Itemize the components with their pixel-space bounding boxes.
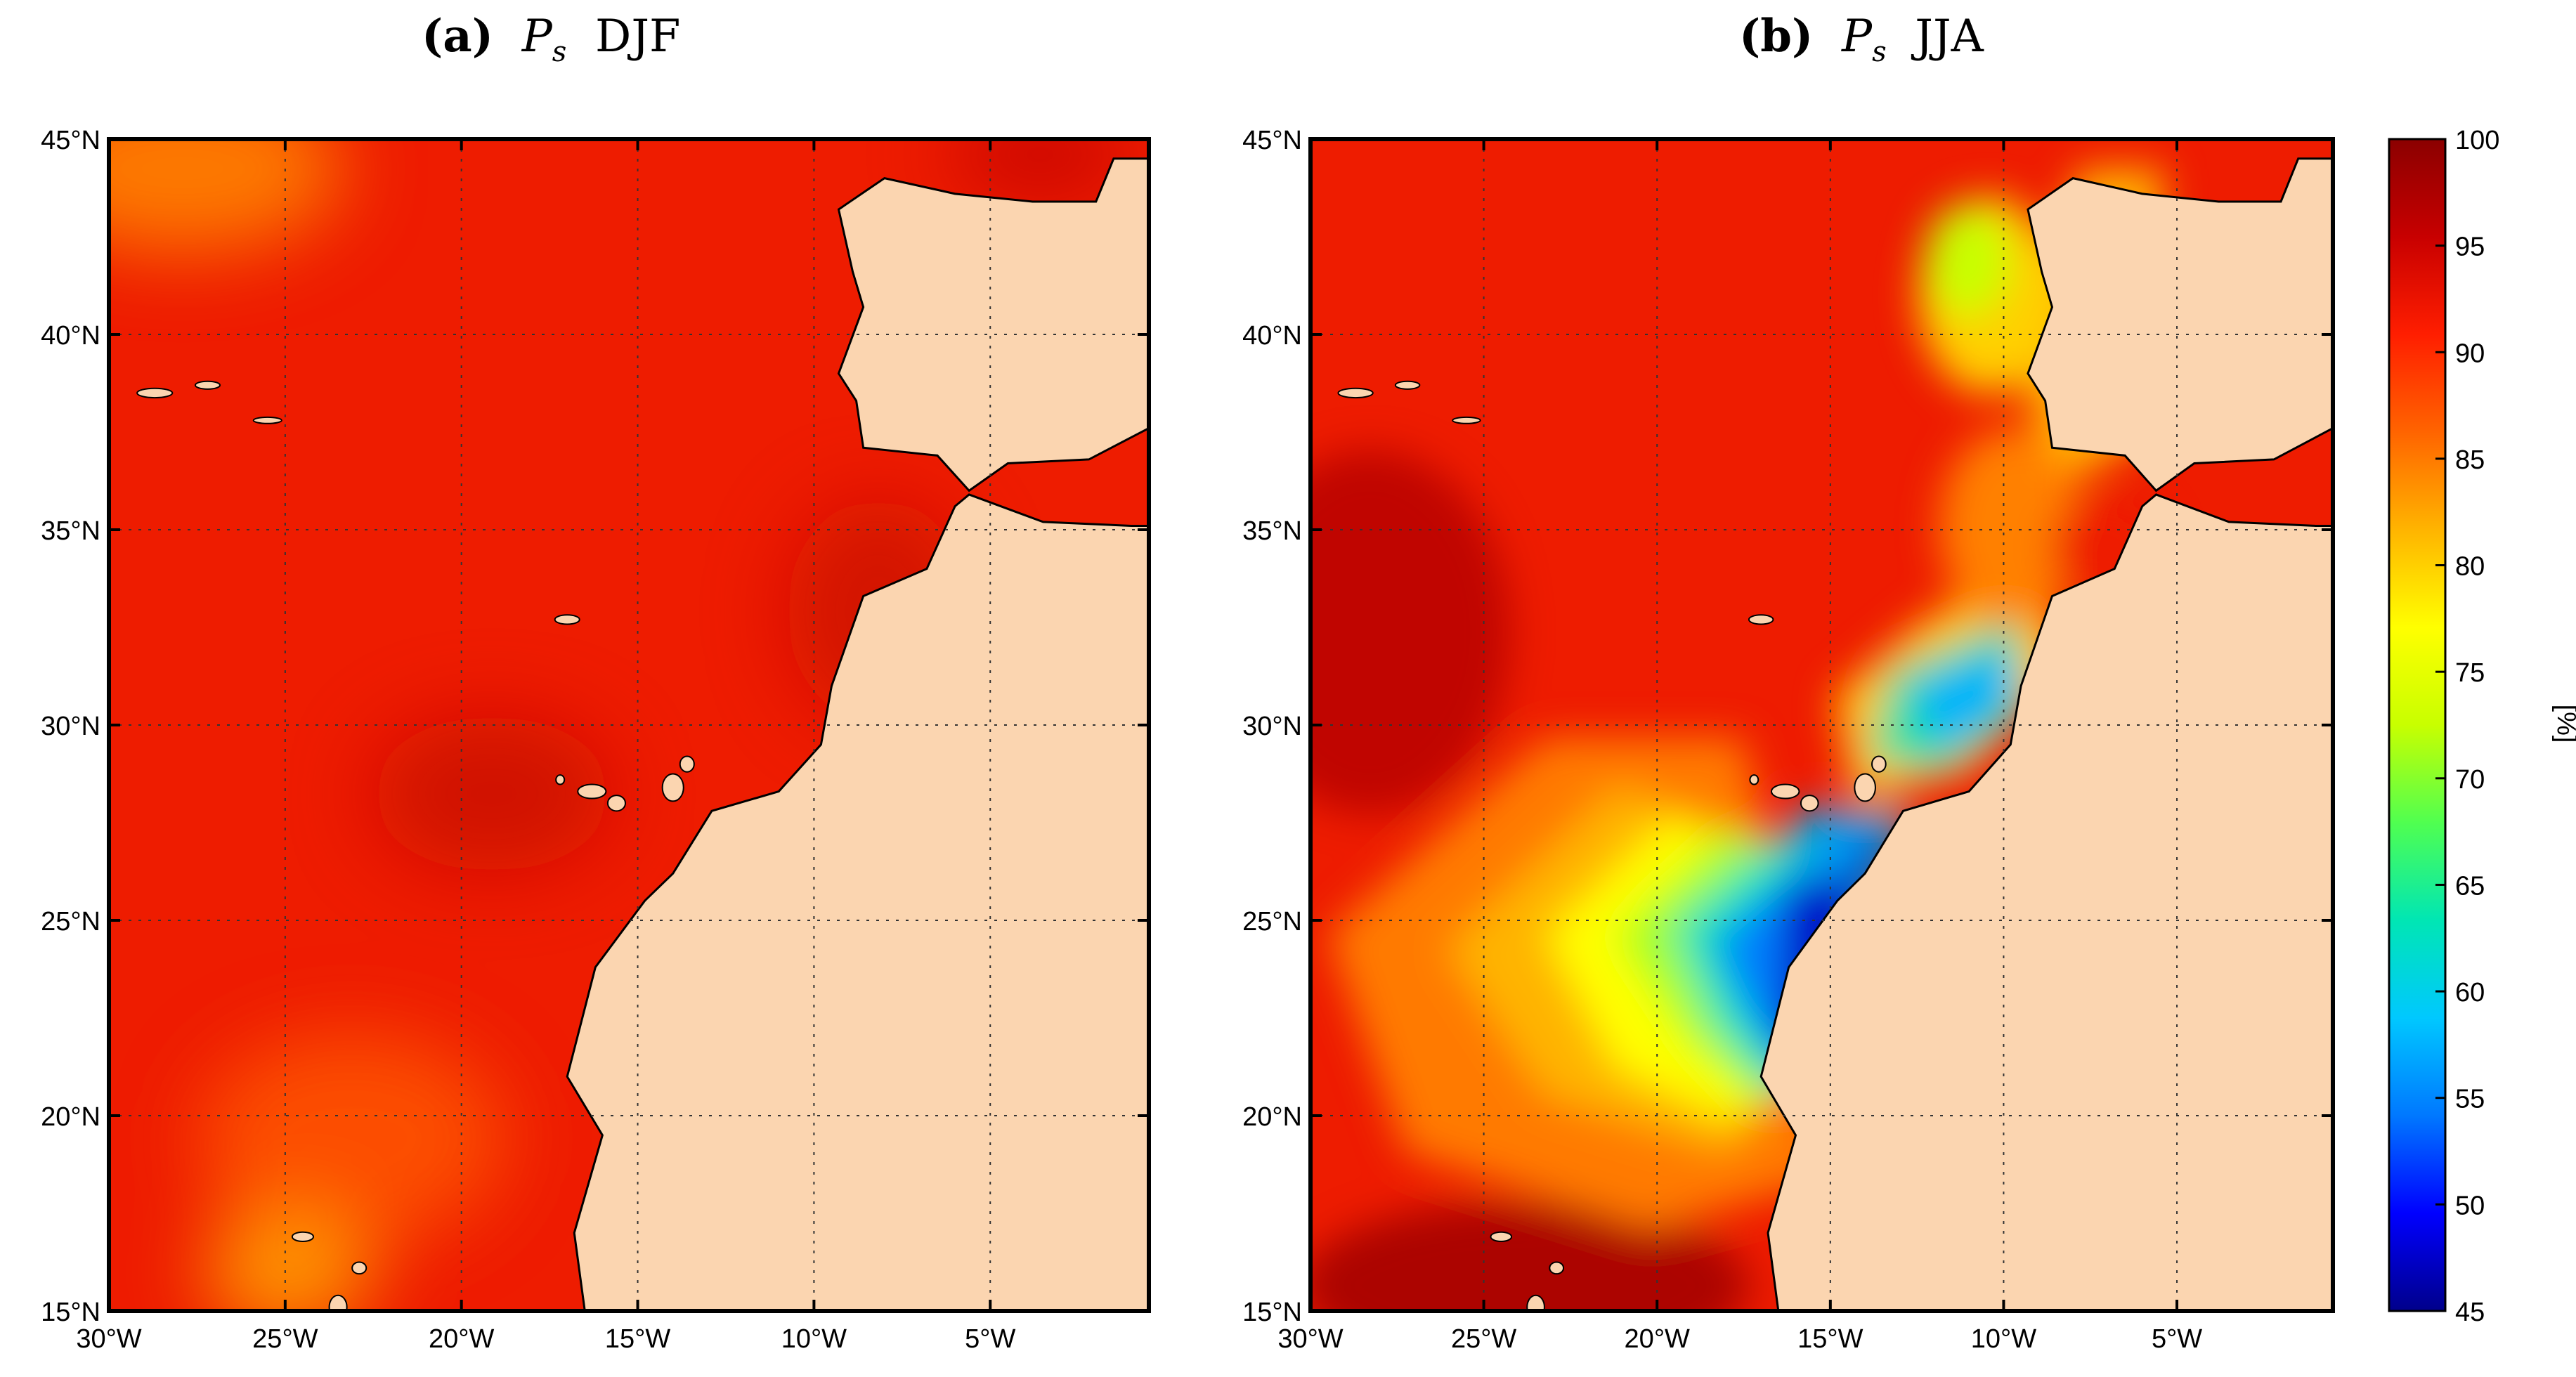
- iberia-landmass: [2027, 157, 2333, 492]
- lat-tick-label: 40°N: [1242, 321, 1302, 351]
- africa-landmass: [1759, 493, 2333, 1311]
- lat-tick-label: 25°N: [1242, 907, 1302, 937]
- island: [1748, 614, 1774, 625]
- lon-tick-label: 10°W: [1971, 1324, 2036, 1354]
- colorbar: [2388, 138, 2447, 1312]
- colorbar-unit-label: [%]: [2551, 705, 2576, 743]
- island: [1452, 416, 1481, 424]
- lon-tick-label: 15°W: [605, 1324, 670, 1354]
- island: [328, 1294, 348, 1311]
- island: [555, 774, 566, 785]
- island: [136, 387, 174, 399]
- colorbar-tick-label: 90: [2455, 339, 2485, 368]
- colorbar-tick-label: 70: [2455, 765, 2485, 795]
- map-frame: [1308, 137, 2335, 1313]
- colorbar-tick-label: 60: [2455, 978, 2485, 1007]
- island: [351, 1261, 367, 1275]
- island: [679, 755, 695, 773]
- map-panel-jja: 30°W 25°W 20°W 15°W 10°W 5°W 15°N 20°N 25°N 30°N 3…: [1242, 126, 2335, 1354]
- map-panel-djf: 30°W 25°W 20°W 15°W 10°W 5°W 15°N 20°N 25°N 30°N 3…: [41, 126, 1151, 1354]
- island: [1490, 1231, 1513, 1243]
- lon-tick-label: 5°W: [2152, 1324, 2202, 1354]
- iberia-landmass: [837, 157, 1149, 492]
- lat-tick-label: 45°N: [1242, 126, 1302, 155]
- colorbar-tick-label: 95: [2455, 233, 2485, 262]
- island: [554, 614, 580, 625]
- lat-tick-label: 45°N: [41, 126, 100, 155]
- colorbar-tick-label: 50: [2455, 1191, 2485, 1220]
- lon-tick-label: 25°W: [1451, 1324, 1516, 1354]
- island: [1526, 1294, 1545, 1311]
- lat-tick-label: 30°N: [1242, 712, 1302, 741]
- lon-tick-label: 5°W: [965, 1324, 1015, 1354]
- island: [1549, 1261, 1565, 1275]
- island: [1770, 783, 1800, 800]
- island: [1800, 795, 1819, 812]
- island: [606, 795, 626, 812]
- colorbar-tick-label: 85: [2455, 445, 2485, 475]
- map-frame: [107, 137, 1151, 1313]
- lat-tick-label: 20°N: [1242, 1102, 1302, 1132]
- colorbar-tick-label: 80: [2455, 552, 2485, 582]
- island: [577, 783, 607, 800]
- lon-tick-label: 25°W: [252, 1324, 318, 1354]
- lat-tick-label: 20°N: [41, 1102, 100, 1132]
- lon-tick-label: 15°W: [1797, 1324, 1863, 1354]
- island: [252, 416, 282, 424]
- island: [1394, 380, 1421, 390]
- lon-tick-label: 20°W: [1625, 1324, 1690, 1354]
- lon-tick-label: 30°W: [76, 1324, 141, 1354]
- lat-tick-label: 40°N: [41, 321, 100, 351]
- island: [1854, 773, 1876, 802]
- lon-tick-label: 30°W: [1277, 1324, 1343, 1354]
- lat-tick-label: 15°N: [41, 1298, 100, 1327]
- lat-tick-label: 30°N: [41, 712, 100, 741]
- island: [661, 773, 684, 802]
- island: [291, 1231, 314, 1243]
- lon-tick-label: 20°W: [429, 1324, 494, 1354]
- colorbar-tick-label: 65: [2455, 871, 2485, 901]
- lon-tick-label: 10°W: [781, 1324, 847, 1354]
- lat-tick-label: 35°N: [1242, 516, 1302, 546]
- colorbar-tick-label: 100: [2455, 126, 2499, 155]
- island: [1749, 774, 1759, 785]
- lat-tick-label: 25°N: [41, 907, 100, 937]
- panel-title-b: (b) Ps JJA: [1739, 10, 1984, 68]
- colorbar-tick-label: 75: [2455, 658, 2485, 688]
- island: [1337, 387, 1374, 399]
- island: [194, 380, 221, 390]
- lat-tick-label: 35°N: [41, 516, 100, 546]
- colorbar-tick-label: 55: [2455, 1085, 2485, 1114]
- island: [1871, 755, 1887, 773]
- africa-landmass: [566, 493, 1149, 1311]
- colorbar-tick-label: 45: [2455, 1298, 2485, 1327]
- panel-title-a: (a) Ps DJF: [422, 10, 681, 68]
- lat-tick-label: 15°N: [1242, 1298, 1302, 1327]
